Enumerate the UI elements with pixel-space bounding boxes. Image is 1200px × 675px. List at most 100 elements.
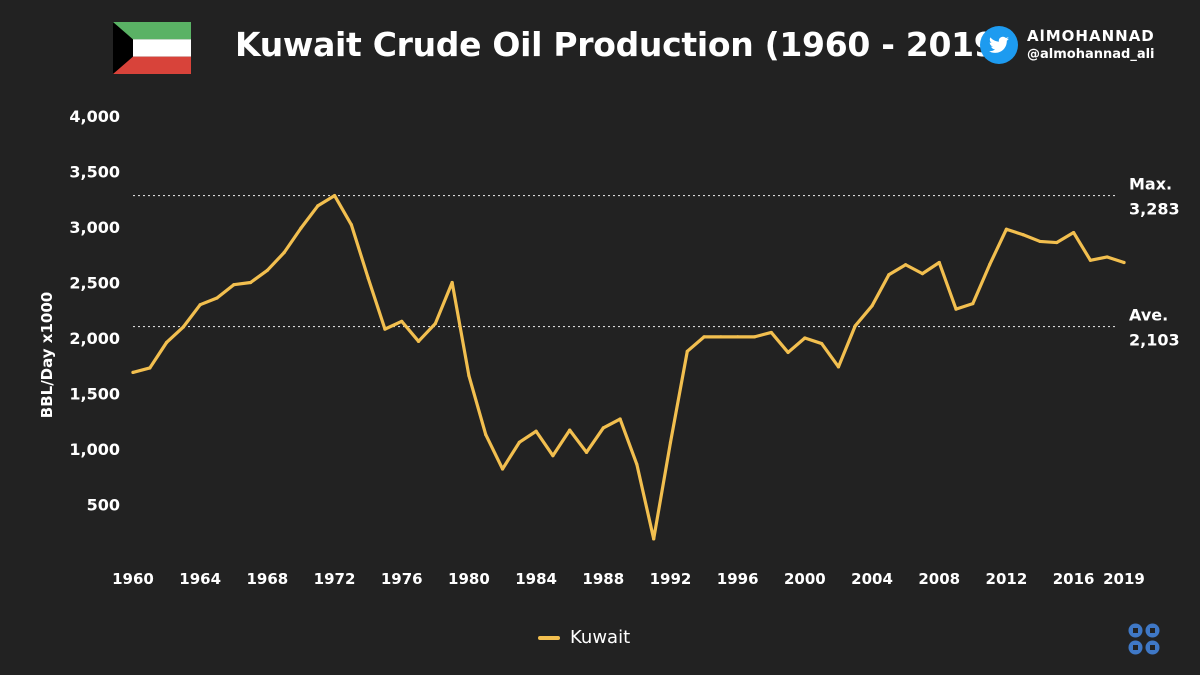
reference-lines: Max. 3,283 Ave. 2,103 [133, 175, 1180, 350]
y-tick-label: 500 [87, 496, 120, 515]
data-point [618, 417, 622, 421]
opec-logo-icon [1128, 623, 1160, 655]
x-axis-ticks: 1960 1964 1968 1972 1976 1980 1984 1988 1992 1996… [112, 570, 1145, 588]
data-point [383, 327, 387, 331]
x-tick-label: 1960 [112, 570, 154, 588]
y-tick-label: 1,500 [69, 385, 120, 404]
x-tick-label: 1980 [448, 570, 490, 588]
data-point [1004, 227, 1009, 231]
legend-label: Kuwait [570, 627, 631, 648]
data-point [752, 335, 757, 339]
data-point [198, 303, 202, 307]
series-line-kuwait [131, 193, 1126, 541]
legend: Kuwait [538, 627, 630, 648]
data-point [954, 307, 958, 311]
kuwait-flag-icon [113, 22, 191, 74]
data-point [416, 339, 421, 343]
data-point [853, 324, 857, 328]
data-point [366, 276, 370, 280]
data-point [265, 268, 269, 272]
x-tick-label: 1988 [582, 570, 624, 588]
y-tick-label: 2,500 [69, 274, 120, 293]
y-axis-label: BBL/Day x1000 [38, 292, 56, 418]
data-point [181, 325, 185, 329]
data-point [1105, 255, 1109, 259]
data-point [904, 263, 908, 267]
data-point [551, 454, 555, 458]
data-point [299, 226, 303, 230]
data-point [786, 350, 790, 355]
data-point [1038, 239, 1042, 244]
x-tick-label: 2019 [1103, 570, 1145, 588]
data-point [349, 223, 353, 227]
x-tick-label: 1968 [246, 570, 288, 588]
data-point [164, 340, 169, 345]
data-point [517, 440, 521, 444]
data-point [568, 428, 572, 432]
data-point [1088, 258, 1093, 262]
x-tick-label: 1976 [381, 570, 423, 588]
data-point [316, 204, 320, 208]
data-point [1055, 240, 1059, 245]
data-point [433, 321, 437, 326]
reference-value-ave: 2,103 [1129, 331, 1180, 350]
data-point [836, 365, 841, 369]
y-tick-label: 2,000 [69, 329, 120, 348]
y-tick-label: 4,000 [69, 107, 120, 126]
data-point [635, 462, 639, 467]
data-point [870, 304, 874, 308]
data-point [652, 537, 656, 541]
data-point [920, 272, 925, 276]
data-point [534, 429, 538, 433]
handle-id: @almohannad_ali [1027, 47, 1155, 62]
data-point [719, 335, 723, 339]
x-tick-label: 2004 [851, 570, 893, 588]
data-point [148, 366, 152, 370]
x-tick-label: 1996 [717, 570, 759, 588]
x-tick-label: 1964 [179, 570, 221, 588]
x-tick-label: 2016 [1053, 570, 1095, 588]
data-point [131, 370, 135, 375]
x-tick-label: 1984 [515, 570, 557, 588]
data-point [685, 349, 689, 353]
handle-name: AlMOHANNAD [1027, 27, 1155, 45]
data-point [937, 260, 941, 265]
data-point [769, 330, 773, 335]
data-point [887, 273, 891, 277]
data-point [820, 341, 824, 346]
data-point [668, 440, 673, 444]
data-point [500, 467, 505, 471]
data-point [400, 319, 404, 323]
chart-title: Kuwait Crude Oil Production (1960 - 2019… [235, 25, 1012, 64]
x-tick-label: 1972 [314, 570, 356, 588]
y-tick-label: 3,500 [69, 163, 120, 182]
legend-swatch [538, 635, 560, 640]
y-tick-label: 3,000 [69, 218, 120, 237]
data-point [601, 426, 605, 430]
y-axis-ticks: 500 1,000 1,500 2,000 2,500 3,000 3,500 4,000 [69, 107, 120, 515]
x-tick-label: 1992 [650, 570, 692, 588]
data-point [803, 336, 807, 340]
data-point [282, 250, 286, 255]
data-point [1021, 233, 1025, 237]
data-point [584, 450, 589, 454]
data-point [702, 335, 706, 339]
twitter-icon [980, 26, 1018, 64]
x-tick-label: 2008 [918, 570, 960, 588]
reference-label-max: Max. [1129, 175, 1172, 194]
data-point [248, 280, 253, 285]
data-point [450, 280, 454, 285]
data-point [1072, 230, 1076, 235]
data-point [215, 296, 219, 300]
data-point [988, 263, 992, 267]
series-points [131, 193, 1126, 541]
data-point [971, 301, 975, 306]
data-point [467, 374, 471, 378]
data-point [484, 432, 488, 437]
data-point [736, 335, 740, 339]
reference-label-ave: Ave. [1129, 306, 1168, 325]
x-tick-label: 2000 [784, 570, 826, 588]
reference-value-max: 3,283 [1129, 200, 1180, 219]
data-point [232, 283, 236, 287]
